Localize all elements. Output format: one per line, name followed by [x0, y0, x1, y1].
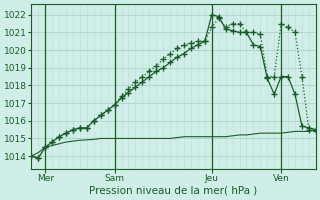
X-axis label: Pression niveau de la mer( hPa ): Pression niveau de la mer( hPa ): [90, 186, 258, 196]
